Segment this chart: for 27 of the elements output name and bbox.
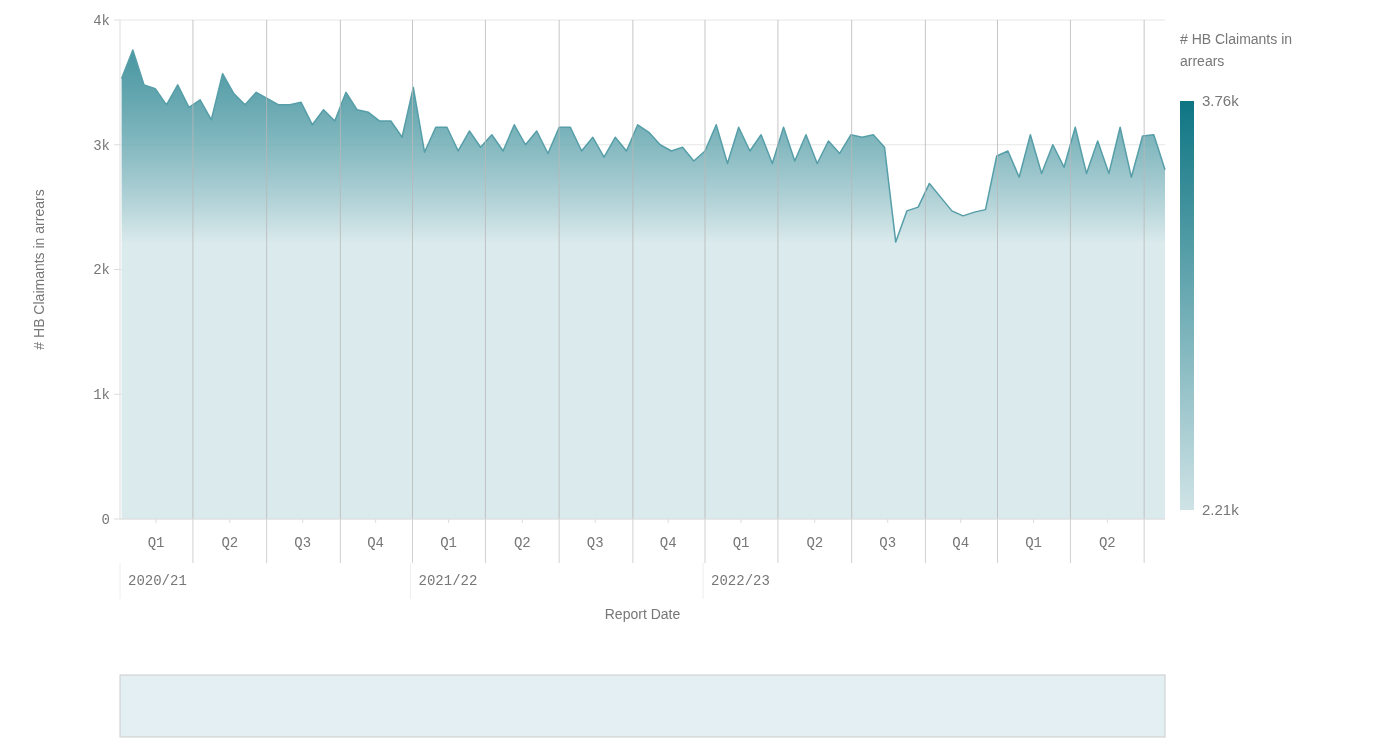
x-tick-label: Q2 — [806, 535, 824, 551]
x-tick-label: Q2 — [513, 535, 531, 551]
y-tick-label: 2k — [93, 262, 110, 279]
x-tick-label: Q1 — [440, 535, 457, 551]
x-tick-label: Q4 — [659, 535, 677, 551]
color-bar-label: 3.76k — [1202, 92, 1240, 110]
y-tick-label: 3k — [93, 137, 110, 154]
x-tick-label: Q3 — [879, 535, 897, 551]
y-tick-label: 0 — [101, 511, 110, 528]
x-axis-title: Report Date — [604, 606, 681, 622]
x-tick-label: Q4 — [952, 535, 970, 551]
color-bar-title: # HB Claimants in arrears — [1180, 31, 1293, 69]
y-tick-label: 1k — [93, 387, 110, 404]
text: 2022/23 — [711, 573, 770, 589]
x-tick-label: Q2 — [1098, 535, 1116, 551]
x-tick-label: Q3 — [294, 535, 312, 551]
x-tick-label: Q2 — [221, 535, 239, 551]
x-tick-label: Q1 — [732, 535, 750, 551]
y-tick-label: 4k — [93, 12, 110, 29]
x-tick-label: Q4 — [367, 535, 385, 551]
text: 2020/21 — [128, 573, 187, 589]
x-tick-label: Q3 — [586, 535, 604, 551]
y-axis-title: # HB Claimants in arrears — [31, 189, 47, 350]
color-bar-label: 2.21k — [1202, 501, 1240, 519]
text: 2021/22 — [418, 573, 478, 589]
x-tick-label: Q1 — [1025, 535, 1042, 551]
x-tick-label: Q1 — [147, 535, 165, 551]
